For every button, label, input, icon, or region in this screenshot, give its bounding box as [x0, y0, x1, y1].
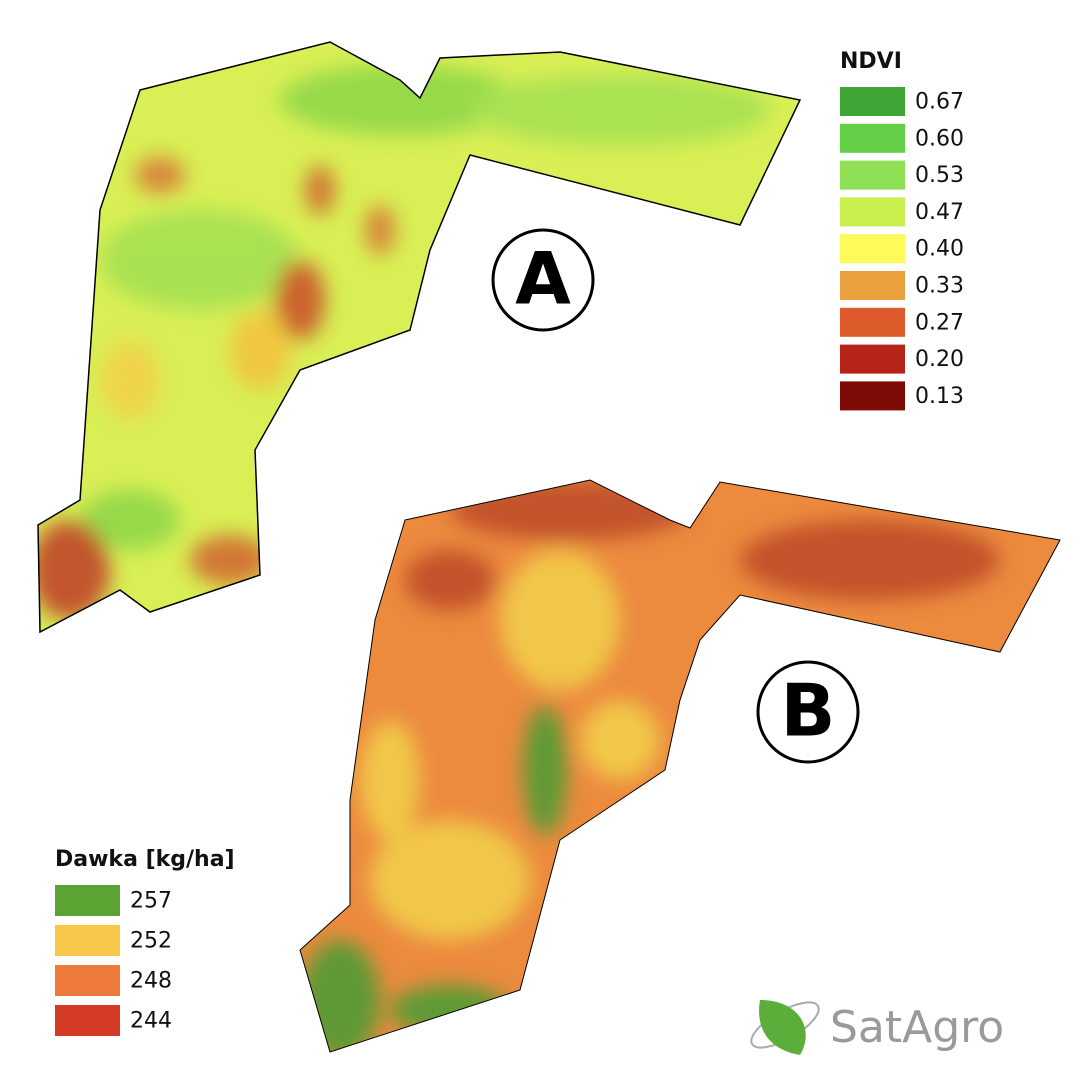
- legend-swatch: [840, 381, 905, 411]
- legend-label: 0.67: [915, 90, 964, 115]
- legend-swatch: [55, 925, 120, 956]
- ndvi-legend: NDVI 0.67 0.60 0.53 0.47 0.40 0.33 0.27 0.20 0.1…: [840, 49, 964, 411]
- legend-swatch: [55, 885, 120, 916]
- legend-swatch: [840, 307, 905, 337]
- legend-label: 0.53: [915, 163, 964, 188]
- legend-label: 252: [130, 929, 172, 954]
- logo: SatAgro: [750, 1000, 1004, 1055]
- map-label: A: [515, 237, 571, 321]
- legend-title: NDVI: [840, 49, 902, 74]
- legend-label: 0.40: [915, 237, 964, 262]
- legend-label: 0.27: [915, 310, 964, 335]
- legend-label: 244: [130, 1009, 172, 1034]
- field-b: [299, 479, 1061, 1053]
- dose-legend: Dawka [kg/ha] 257 252 248 244: [55, 847, 235, 1036]
- legend-swatch: [840, 197, 905, 227]
- legend-label: 0.13: [915, 384, 964, 409]
- legend-label: 257: [130, 889, 172, 914]
- legend-label: 0.47: [915, 200, 964, 225]
- legend-label: 0.60: [915, 126, 964, 151]
- map-label: B: [781, 669, 836, 753]
- label-a: A: [491, 228, 595, 332]
- legend-title: Dawka [kg/ha]: [55, 847, 235, 872]
- legend-swatch: [840, 234, 905, 264]
- legend-swatch: [55, 1005, 120, 1036]
- legend-label: 248: [130, 969, 172, 994]
- legend-swatch: [840, 160, 905, 190]
- legend-swatch: [840, 87, 905, 116]
- legend-swatch: [840, 344, 905, 374]
- legend-label: 0.20: [915, 347, 964, 372]
- label-b: B: [756, 660, 860, 764]
- legend-swatch: [55, 965, 120, 996]
- legend-label: 0.33: [915, 274, 964, 299]
- logo-text: SatAgro: [830, 1002, 1004, 1053]
- legend-swatch: [840, 123, 905, 153]
- legend-swatch: [840, 271, 905, 300]
